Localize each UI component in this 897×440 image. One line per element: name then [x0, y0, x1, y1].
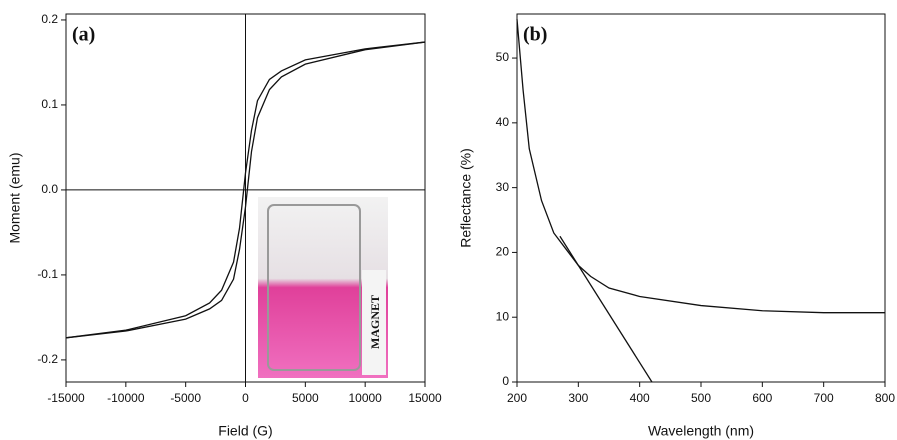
- y-tick-label: 50: [496, 50, 510, 64]
- x-tick-label: 15000: [408, 391, 442, 405]
- y-tick-label: 0.1: [41, 97, 58, 111]
- y-tick-label: 0: [502, 374, 509, 388]
- inset-label: MAGNET: [368, 295, 382, 349]
- x-tick-label: 10000: [348, 391, 382, 405]
- y-tick-label: 30: [496, 180, 510, 194]
- data-line: [516, 19, 885, 314]
- y-tick-label: 40: [496, 115, 510, 129]
- x-tick-label: -5000: [170, 391, 201, 405]
- x-tick-label: 200: [507, 391, 527, 405]
- x-tick-label: 5000: [292, 391, 319, 405]
- inset-photo: MAGNET: [258, 197, 388, 378]
- x-tick-label: -15000: [47, 391, 85, 405]
- x-tick-label: 800: [875, 391, 895, 405]
- y-axis-title: Reflectance (%): [458, 148, 474, 248]
- beaker: [267, 204, 361, 371]
- x-axis-title: Wavelength (nm): [648, 423, 754, 439]
- x-tick-label: 300: [568, 391, 588, 405]
- x-tick-label: 500: [691, 391, 711, 405]
- data-line: [65, 41, 426, 339]
- y-axis-title: Moment (emu): [7, 152, 23, 243]
- panel-label: (a): [72, 24, 95, 46]
- data-line: [559, 235, 653, 383]
- x-tick-label: 700: [814, 391, 834, 405]
- y-tick-label: 20: [496, 245, 510, 259]
- panel-label: (b): [523, 24, 547, 46]
- x-axis-title: Field (G): [218, 423, 272, 439]
- data-line: [65, 41, 426, 339]
- x-tick-label: 600: [752, 391, 772, 405]
- y-tick-label: -0.1: [37, 267, 58, 281]
- x-tick-label: 0: [242, 391, 249, 405]
- y-tick-label: 10: [496, 309, 510, 323]
- y-tick-label: -0.2: [37, 352, 58, 366]
- x-tick-label: -10000: [107, 391, 145, 405]
- plot-frame: [516, 13, 886, 383]
- magnet-block: [362, 270, 386, 375]
- y-tick-label: 0.2: [41, 12, 58, 26]
- x-tick-label: 400: [630, 391, 650, 405]
- y-tick-label: 0.0: [41, 182, 58, 196]
